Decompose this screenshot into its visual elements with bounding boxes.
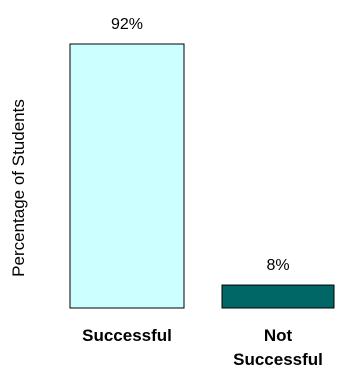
category-label: Successful (82, 326, 172, 345)
labels-layer: 92% Successful 8% Not Successful (82, 16, 323, 369)
category-label: Successful (233, 350, 323, 369)
bar-not-successful (221, 284, 335, 309)
data-label: 92% (111, 16, 143, 33)
y-axis-label: Percentage of Students (9, 99, 28, 277)
category-label: Not (264, 326, 293, 345)
data-label: 8% (266, 257, 289, 274)
bars-layer (69, 43, 335, 309)
bar-successful (69, 43, 185, 309)
